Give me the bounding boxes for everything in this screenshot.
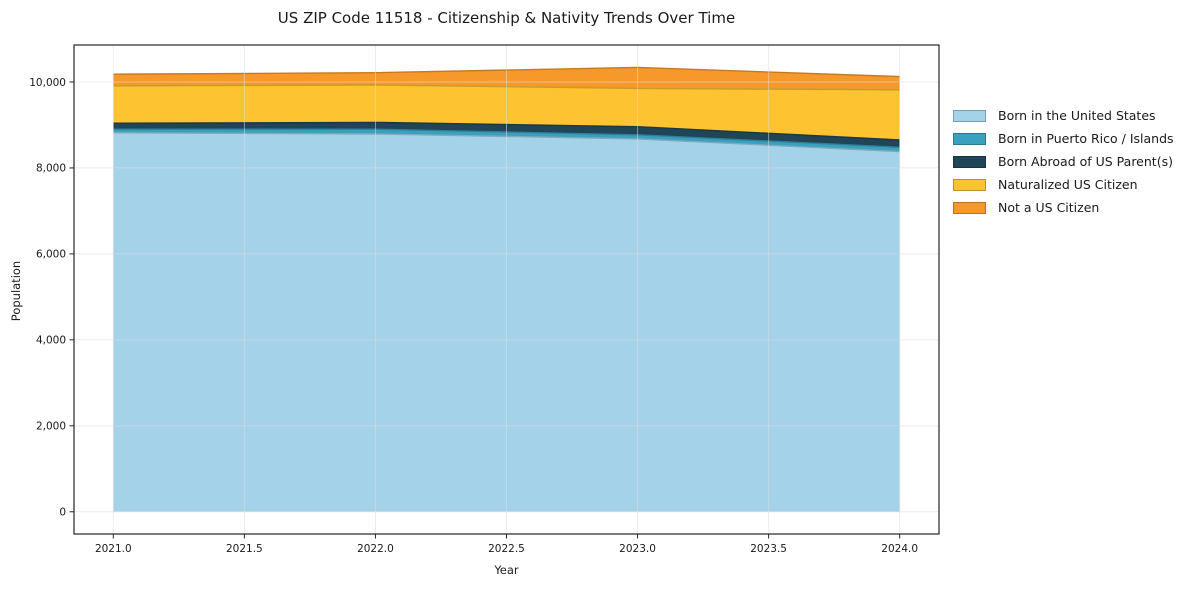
- chart-title: US ZIP Code 11518 - Citizenship & Nativi…: [277, 9, 736, 27]
- y-tick-label: 6,000: [36, 249, 66, 261]
- legend-item: Born Abroad of US Parent(s): [953, 154, 1174, 169]
- y-tick-label: 8,000: [36, 163, 66, 175]
- y-tick-label: 4,000: [36, 335, 66, 347]
- legend-swatch-naturalized: [953, 178, 986, 191]
- y-tick-label: 0: [59, 507, 66, 519]
- legend-swatch-born-in-puerto-rico: [953, 132, 986, 145]
- x-tick-label: 2022.5: [488, 543, 525, 555]
- legend: Born in the United States Born in Puerto…: [953, 108, 1174, 224]
- x-tick-label: 2024.0: [881, 543, 918, 555]
- x-tick-label: 2021.5: [226, 543, 263, 555]
- axis-ticks: [69, 81, 901, 539]
- y-tick-label: 10,000: [29, 77, 66, 89]
- legend-label: Born in Puerto Rico / Islands: [998, 131, 1174, 146]
- legend-item: Naturalized US Citizen: [953, 177, 1174, 192]
- y-axis-label: Population: [9, 260, 23, 322]
- x-tick-label: 2023.0: [619, 543, 656, 555]
- legend-swatch-born-abroad: [953, 155, 986, 168]
- legend-label: Born in the United States: [998, 108, 1156, 123]
- legend-item: Born in the United States: [953, 108, 1174, 123]
- x-tick-label: 2022.0: [357, 543, 394, 555]
- legend-label: Born Abroad of US Parent(s): [998, 154, 1173, 169]
- x-tick-label: 2023.5: [750, 543, 787, 555]
- x-axis-label: Year: [494, 563, 519, 577]
- legend-item: Born in Puerto Rico / Islands: [953, 131, 1174, 146]
- grid-lines: [74, 45, 939, 534]
- y-tick-label: 2,000: [36, 421, 66, 433]
- x-tick-label: 2021.0: [95, 543, 132, 555]
- legend-swatch-born-in-us: [953, 109, 986, 122]
- legend-label: Not a US Citizen: [998, 200, 1100, 215]
- legend-item: Not a US Citizen: [953, 200, 1174, 215]
- legend-swatch-not-a-citizen: [953, 201, 986, 214]
- legend-label: Naturalized US Citizen: [998, 177, 1138, 192]
- axis-tick-labels: 2021.0 2021.5 2022.0 2022.5 2023.0 2023.5 2024…: [29, 77, 918, 555]
